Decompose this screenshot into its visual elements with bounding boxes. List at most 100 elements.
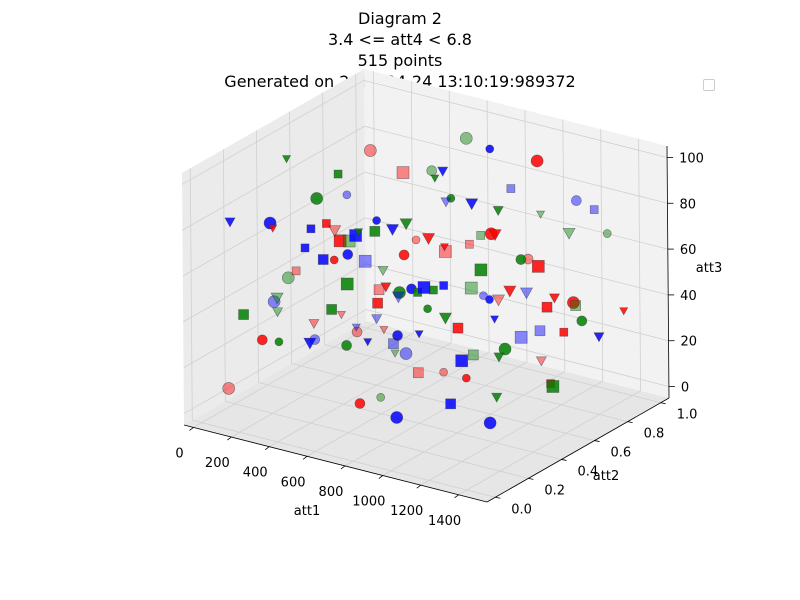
data-point — [437, 166, 449, 177]
x-tick-label: 1400 — [428, 514, 461, 529]
data-point — [536, 210, 546, 219]
data-point — [341, 340, 352, 351]
x-tick — [340, 465, 346, 470]
data-point — [571, 195, 582, 206]
data-point — [364, 144, 377, 157]
data-point — [519, 287, 534, 300]
data-point — [426, 165, 438, 176]
data-point — [422, 233, 436, 245]
data-point — [281, 271, 295, 285]
data-point — [570, 300, 581, 311]
y-tick — [594, 440, 600, 442]
data-point — [391, 291, 405, 304]
data-point — [385, 224, 400, 236]
y-tick-label: 1.0 — [677, 408, 698, 423]
y-tick-label: 0.6 — [611, 446, 632, 461]
title-line-2: 3.4 <= att4 < 6.8 — [328, 30, 472, 49]
data-point — [414, 330, 424, 339]
data-point — [515, 254, 527, 265]
y-tick-label: 0.2 — [544, 483, 565, 498]
z-grid-line — [183, 309, 367, 414]
data-point — [390, 411, 404, 424]
data-point — [372, 297, 383, 309]
data-point — [459, 132, 473, 145]
y-grid-line — [289, 111, 292, 364]
title-line-1: Diagram 2 — [358, 9, 442, 28]
y-grid-line — [322, 92, 326, 345]
data-point — [576, 315, 588, 327]
z-axis-label: att3 — [696, 261, 722, 276]
x-tick — [227, 436, 232, 441]
x-grid-line — [448, 90, 452, 343]
data-point — [492, 294, 506, 307]
data-point — [274, 337, 284, 347]
data-point — [340, 277, 354, 291]
data-point — [455, 354, 468, 368]
data-point — [317, 254, 329, 265]
x-grid-line — [231, 332, 414, 438]
x-grid-line — [458, 390, 641, 496]
data-point — [224, 217, 236, 228]
data-point — [310, 192, 323, 205]
data-point — [589, 205, 599, 214]
y-tick-label: 0.4 — [577, 464, 598, 479]
data-point — [423, 304, 432, 314]
data-point — [369, 226, 381, 237]
data-point — [388, 338, 399, 350]
data-point — [439, 281, 448, 290]
z-axis-line — [666, 145, 670, 399]
y-grid-line — [225, 400, 529, 479]
data-point — [465, 198, 479, 211]
data-point — [351, 326, 363, 338]
x-grid-line — [524, 109, 528, 362]
data-point — [485, 144, 495, 154]
data-point — [272, 307, 284, 318]
x-tick — [378, 475, 384, 479]
data-point — [445, 398, 456, 410]
y-grid-line — [189, 168, 193, 421]
y-tick — [495, 496, 501, 499]
z-grid-line — [363, 80, 668, 158]
data-point — [354, 398, 366, 409]
data-point — [300, 243, 310, 253]
data-point — [412, 367, 424, 379]
data-point — [465, 239, 474, 249]
z-tick-label: 40 — [680, 289, 697, 304]
z-tick-label: 20 — [681, 335, 698, 350]
data-point — [376, 393, 385, 402]
x-tick — [454, 494, 459, 499]
y-grid-line — [357, 325, 661, 404]
x-grid-line — [306, 351, 490, 457]
data-point — [546, 380, 560, 393]
data-point — [485, 295, 494, 304]
data-point — [322, 219, 331, 228]
data-point — [398, 249, 410, 261]
data-point — [493, 352, 505, 363]
y-axis-label: att2 — [593, 469, 619, 484]
data-point — [440, 197, 452, 208]
z-grid-line — [182, 125, 365, 231]
data-point — [514, 330, 528, 344]
data-point — [467, 349, 479, 361]
data-point — [306, 224, 316, 234]
data-point — [602, 229, 612, 238]
x-grid-line — [600, 129, 604, 382]
data-point — [256, 334, 268, 346]
x-grid-line — [373, 71, 376, 324]
z-grid-line — [364, 125, 668, 204]
data-point — [303, 337, 317, 350]
data-point — [268, 224, 278, 233]
y-tick — [561, 459, 567, 461]
data-point — [326, 304, 337, 315]
data-point — [371, 314, 383, 325]
z-grid-line — [181, 80, 365, 185]
data-point — [562, 227, 576, 240]
data-point — [488, 229, 502, 242]
x-tick-label: 400 — [243, 466, 268, 481]
data-point — [430, 174, 440, 183]
x-tick-label: 1200 — [390, 504, 423, 519]
x-grid-line — [269, 342, 452, 448]
z-tick-label: 60 — [680, 243, 697, 258]
data-point — [559, 327, 569, 337]
